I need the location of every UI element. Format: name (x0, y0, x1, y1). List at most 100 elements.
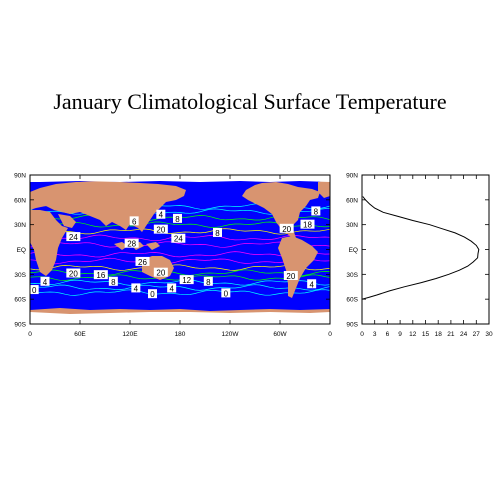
contour-label: 0 (148, 289, 157, 299)
contour-label: 12 (179, 275, 194, 285)
zonal-frame (361, 174, 490, 325)
contour-line (30, 264, 330, 271)
contour-label-text: 20 (286, 272, 295, 281)
contour-label: 20 (153, 224, 168, 235)
contour-label-text: 4 (309, 280, 314, 289)
contour-label-box (66, 268, 81, 278)
contour-label-text: 18 (303, 221, 312, 230)
contour-label: 20 (279, 223, 294, 234)
contour-label-box (203, 276, 213, 286)
zonal-x-tick-label: 6 (386, 331, 390, 338)
contour-line (30, 257, 330, 265)
contour-label: 8 (173, 213, 182, 224)
zonal-x-tick-label: 12 (409, 331, 417, 338)
contour-label-text: 8 (206, 278, 211, 287)
map-x-tick-label: 180 (175, 331, 186, 338)
zonal-y-tick-label: EQ (349, 247, 358, 254)
contour-label: 20 (66, 268, 81, 279)
contour-label-box (179, 275, 194, 285)
contour-label: 24 (66, 232, 81, 242)
zonal-x-tick-label: 18 (435, 331, 443, 338)
contour-label: 16 (93, 270, 108, 280)
contour-label-text: 8 (111, 278, 116, 287)
zonal-x-tick-label: 9 (398, 331, 402, 338)
zonal-y-tick-label: 90S (346, 322, 358, 329)
contour-label: 4 (156, 209, 166, 220)
contour-label: 18 (300, 219, 315, 230)
contour-lines (30, 203, 330, 296)
contour-label-box (148, 289, 157, 299)
zonal-panel: 0 3 6 9 12 15 18 21 24 27 30 90S 60S 30S EQ 30N 60N 90N (346, 173, 493, 339)
contour-label-text: 20 (69, 270, 78, 279)
chart-title: January Climatological Surface Temperatu… (53, 89, 446, 114)
contour-label: 20 (283, 270, 298, 281)
contour-label-box (283, 270, 298, 280)
contour-label-box (66, 232, 81, 242)
contour-label-box (307, 279, 317, 289)
contour-label-box (124, 238, 139, 248)
map-y-tick-label: 30S (14, 272, 26, 279)
contour-label-text: 6 (132, 217, 137, 226)
contour-label-text: 4 (159, 211, 164, 220)
contour-label-box (30, 285, 39, 295)
zonal-x-tick-label: 30 (485, 331, 493, 338)
contour-line (30, 284, 330, 291)
contour-label: 8 (108, 276, 118, 287)
contour-label-box (129, 216, 139, 226)
contour-label-box (156, 209, 166, 219)
contour-label-box (279, 223, 294, 233)
map-x-tick-label: 0 (28, 331, 32, 338)
zonal-y-tick-label: 30S (346, 272, 358, 279)
zonal-mean-line (361, 196, 480, 300)
contour-label: 6 (129, 216, 139, 226)
zonal-y-tick-label: 30N (346, 222, 358, 229)
contour-line (30, 241, 330, 248)
contour-label-text: 24 (174, 235, 183, 244)
zonal-y-tick-label: 60S (346, 297, 358, 304)
contour-label-box (167, 283, 177, 293)
contour-label-box (135, 256, 150, 266)
contour-label-box (213, 227, 222, 237)
contour-label: 0 (30, 285, 39, 295)
map-x-tick-label: 120W (222, 331, 240, 338)
contour-label-text: 28 (127, 240, 136, 249)
map-y-tick-label: 30N (14, 222, 26, 229)
contour-label-box (171, 233, 186, 243)
zonal-x-tick-label: 0 (360, 331, 364, 338)
contour-label-box (131, 283, 141, 293)
contour-label-box (40, 276, 50, 286)
contour-label-text: 16 (96, 271, 105, 280)
contour-label-box (221, 288, 231, 298)
map-y-tick-label: 60N (14, 197, 26, 204)
contour-label-text: 8 (215, 229, 220, 238)
contour-label: 8 (213, 227, 222, 238)
map-x-tick-label: 60W (273, 331, 287, 338)
map-y-tick-label: EQ (17, 247, 26, 254)
contour-label-text: 26 (138, 258, 147, 267)
map-y-tick-label: 90S (14, 322, 26, 329)
map-x-tick-label: 0 (328, 331, 332, 338)
contour-label: 4 (307, 279, 317, 289)
map-x-tick-label: 60E (74, 331, 86, 338)
contour-label-text: 12 (182, 276, 191, 285)
contour-label-text: 0 (150, 290, 155, 299)
zonal-x-tick-label: 27 (473, 331, 481, 338)
contour-label: 20 (153, 267, 168, 278)
contour-label: 8 (203, 276, 213, 287)
map-y-tick-label: 60S (14, 297, 26, 304)
contour-label-text: 4 (134, 284, 139, 293)
contour-label-box (300, 219, 315, 229)
contour-label-text: 4 (43, 278, 48, 287)
contour-label-text: 20 (282, 225, 291, 234)
contour-label-box (108, 276, 118, 286)
zonal-x-tick-label: 15 (422, 331, 430, 338)
contour-label-box (311, 206, 321, 216)
contour-label-box (153, 224, 168, 234)
contour-label-text: 24 (69, 233, 78, 242)
contour-label: 4 (167, 283, 177, 293)
zonal-y-tick-label: 90N (346, 173, 358, 180)
contour-line (30, 251, 330, 258)
